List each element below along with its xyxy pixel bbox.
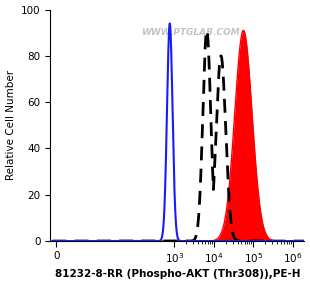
Y-axis label: Relative Cell Number: Relative Cell Number [6,70,16,180]
X-axis label: 81232-8-RR (Phospho-AKT (Thr308)),PE-H: 81232-8-RR (Phospho-AKT (Thr308)),PE-H [55,269,300,280]
Text: WWW.PTGLAB.COM: WWW.PTGLAB.COM [141,28,239,37]
